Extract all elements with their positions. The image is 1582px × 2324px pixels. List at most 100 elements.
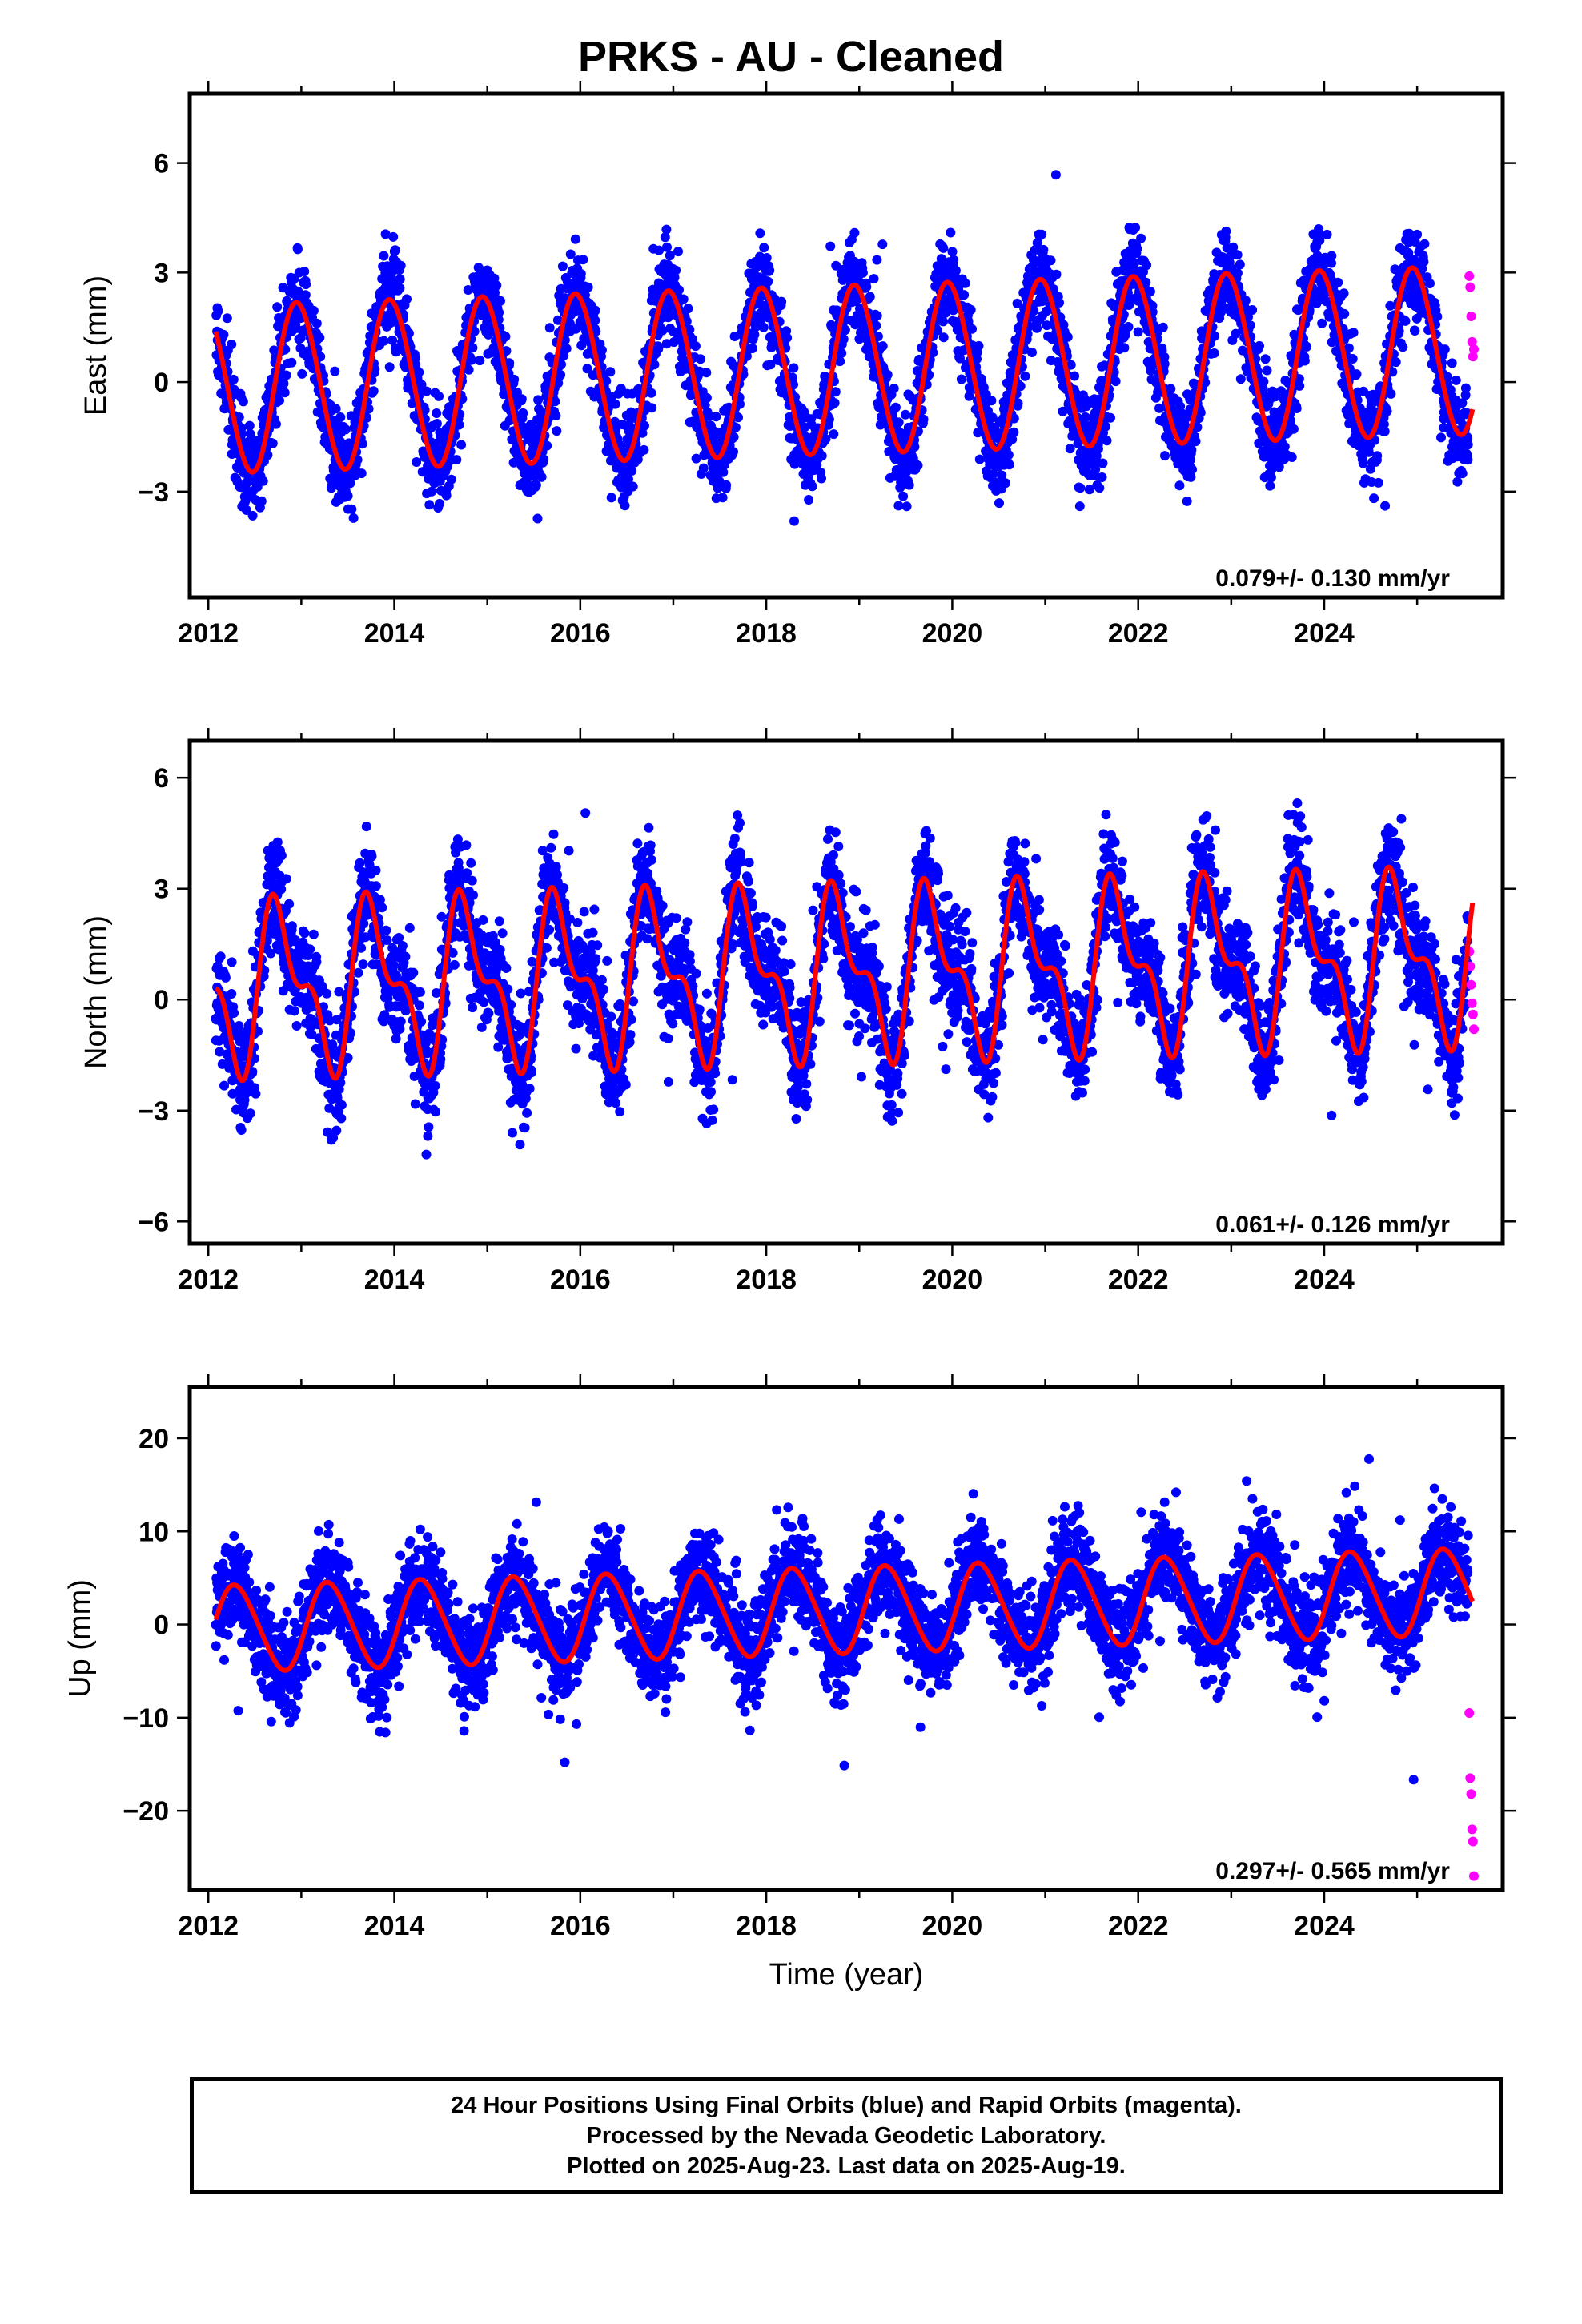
- final-orbit-point: [1327, 251, 1337, 261]
- final-orbit-point: [583, 282, 593, 292]
- final-orbit-point: [275, 396, 284, 406]
- final-orbit-point: [420, 405, 430, 416]
- final-orbit-point: [873, 332, 883, 341]
- final-orbit-point: [1240, 296, 1251, 306]
- final-orbit-point: [308, 305, 319, 316]
- final-orbit-point: [234, 412, 244, 422]
- final-orbit-point: [1339, 308, 1350, 319]
- final-orbit-point: [289, 1006, 299, 1016]
- final-orbit-point: [639, 444, 649, 455]
- final-orbit-point: [701, 368, 712, 378]
- final-orbit-point: [291, 1021, 302, 1031]
- final-orbit-point: [227, 957, 237, 967]
- final-orbit-point: [1046, 255, 1056, 266]
- final-orbit-point: [242, 505, 251, 515]
- final-orbit-point: [865, 292, 875, 302]
- final-orbit-point: [835, 356, 845, 367]
- final-orbit-point: [661, 224, 672, 235]
- final-orbit-point: [435, 498, 444, 509]
- final-orbit-point: [306, 1002, 316, 1012]
- final-orbit-point: [1380, 501, 1391, 511]
- final-orbit-point: [1302, 341, 1312, 352]
- final-orbit-point: [258, 476, 268, 486]
- final-orbit-point: [1070, 371, 1080, 381]
- final-orbit-point: [821, 434, 831, 444]
- final-orbit-point: [1363, 447, 1374, 457]
- final-orbit-point: [721, 480, 732, 490]
- final-orbit-point: [947, 247, 958, 257]
- final-orbit-point: [782, 332, 793, 343]
- final-orbit-point: [837, 348, 847, 358]
- final-orbit-point: [1372, 451, 1383, 461]
- final-orbit-point: [227, 340, 237, 349]
- final-orbit-point: [1209, 348, 1219, 358]
- final-orbit-point: [698, 463, 709, 473]
- final-orbit-point: [1065, 444, 1075, 454]
- final-orbit-point: [967, 324, 977, 334]
- final-orbit-point: [292, 244, 303, 255]
- final-orbit-point: [1260, 354, 1271, 364]
- final-orbit-point: [432, 408, 442, 418]
- final-orbit-point: [938, 316, 948, 327]
- rapid-orbit-point: [1465, 282, 1476, 292]
- y-tick-label: −3: [138, 477, 169, 508]
- y-tick-label: 3: [154, 258, 169, 288]
- final-orbit-point: [1425, 279, 1435, 288]
- x-tick-label: 2018: [736, 618, 797, 649]
- final-orbit-point: [222, 313, 232, 324]
- final-orbit-point: [838, 334, 849, 344]
- final-orbit-point: [432, 419, 442, 428]
- final-orbit-point: [1291, 404, 1302, 413]
- final-orbit-point: [890, 402, 901, 412]
- final-orbit-point: [1133, 327, 1143, 337]
- final-orbit-point: [1037, 229, 1047, 239]
- final-orbit-point: [657, 325, 668, 336]
- plot-area: [211, 798, 1479, 1160]
- final-orbit-point: [649, 360, 660, 370]
- final-orbit-point: [683, 304, 693, 314]
- final-orbit-point: [348, 513, 359, 523]
- final-orbit-point: [463, 285, 473, 295]
- final-orbit-point: [601, 376, 612, 386]
- y-axis-label: East (mm): [79, 275, 113, 416]
- final-orbit-point: [516, 394, 527, 404]
- final-orbit-point: [1295, 380, 1305, 391]
- final-orbit-point: [284, 899, 295, 909]
- final-orbit-point: [347, 504, 357, 514]
- final-orbit-point: [416, 380, 427, 390]
- final-orbit-point: [596, 345, 607, 356]
- final-orbit-point: [368, 386, 379, 396]
- final-orbit-point: [1369, 493, 1379, 504]
- final-orbit-point: [749, 329, 760, 340]
- final-orbit-point: [1130, 223, 1141, 233]
- final-orbit-point: [1288, 424, 1299, 434]
- final-orbit-point: [287, 921, 297, 931]
- final-orbit-point: [646, 388, 656, 398]
- final-orbit-point: [871, 320, 881, 331]
- final-orbit-point: [950, 266, 961, 275]
- final-orbit-point: [299, 928, 310, 939]
- final-orbit-point: [877, 239, 888, 250]
- final-orbit-point: [711, 412, 721, 422]
- x-tick-label: 2022: [1108, 618, 1169, 649]
- rapid-orbit-points: [1464, 271, 1479, 362]
- rapid-orbit-point: [1466, 312, 1476, 321]
- final-orbit-point: [469, 326, 480, 336]
- final-orbit-point: [556, 370, 566, 380]
- final-orbit-point: [640, 420, 649, 431]
- final-orbit-point: [701, 392, 712, 403]
- final-orbit-point: [849, 227, 860, 238]
- final-orbit-point: [761, 253, 772, 263]
- final-orbit-point: [671, 265, 681, 275]
- final-orbit-point: [1102, 436, 1112, 446]
- final-orbit-point: [388, 231, 399, 242]
- final-orbit-point: [387, 335, 398, 345]
- final-orbit-point: [551, 411, 561, 421]
- final-orbit-point: [1235, 374, 1246, 384]
- final-orbit-point: [909, 442, 920, 452]
- final-orbit-point: [825, 241, 836, 251]
- final-orbit-point: [1351, 369, 1362, 380]
- final-orbit-point: [1097, 472, 1107, 482]
